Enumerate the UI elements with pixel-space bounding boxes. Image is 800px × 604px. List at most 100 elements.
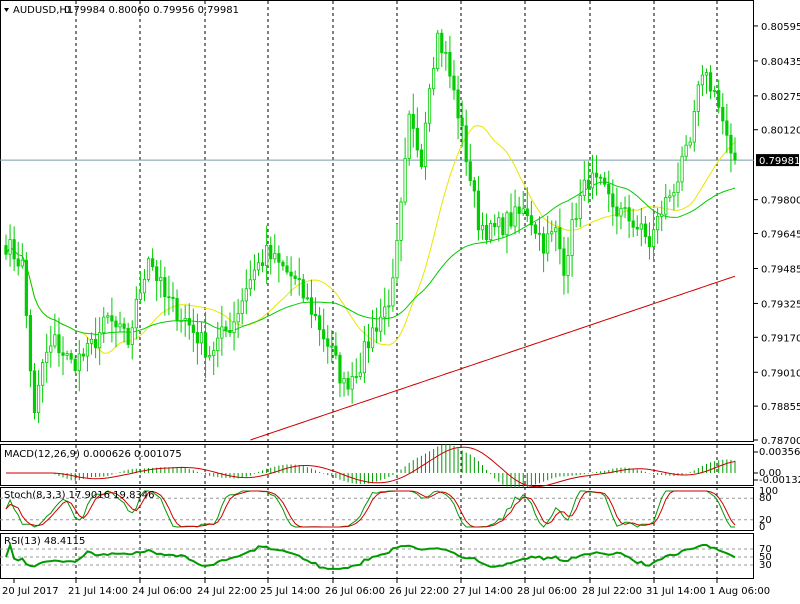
candle <box>138 271 142 304</box>
candle-body <box>122 323 126 329</box>
candles <box>4 29 737 424</box>
candle-body <box>729 134 733 154</box>
candle <box>187 303 191 340</box>
candle-body <box>224 326 228 331</box>
candle <box>623 196 627 219</box>
candle <box>28 309 33 388</box>
candle-body <box>228 330 232 333</box>
candle <box>375 307 379 344</box>
candle <box>387 289 391 327</box>
candle-body <box>69 353 73 360</box>
candle <box>167 275 171 316</box>
candle <box>24 252 28 329</box>
candle-body <box>362 341 366 374</box>
candle <box>370 309 375 353</box>
candle-body <box>590 172 595 189</box>
candle-body <box>317 315 322 331</box>
candle-body <box>672 192 676 197</box>
candle-body <box>631 220 635 228</box>
candle <box>427 83 432 132</box>
macd-signal-line <box>6 446 736 488</box>
candle <box>203 311 208 379</box>
candle-body <box>240 300 244 315</box>
candle <box>362 325 366 383</box>
candle <box>191 308 195 353</box>
candle-body <box>432 68 436 90</box>
candle <box>114 315 118 348</box>
candle <box>281 260 285 271</box>
rsi-title: RSI(13) 48.4115 <box>4 536 85 547</box>
candle-body <box>379 316 383 332</box>
candle <box>73 355 77 373</box>
candle <box>647 222 652 260</box>
candle-body <box>220 326 224 339</box>
price-tick-label: 0.79170 <box>761 333 800 344</box>
candle-body <box>525 208 529 217</box>
candle <box>12 226 16 272</box>
candle <box>309 279 314 329</box>
candle <box>350 362 354 404</box>
price-tick-label: 0.79645 <box>761 230 800 241</box>
candle <box>248 260 252 297</box>
candle-body <box>411 113 415 129</box>
candle-body <box>651 229 656 247</box>
candle-body <box>326 338 330 347</box>
candle <box>195 313 200 365</box>
candle <box>391 258 395 312</box>
candle-body <box>85 342 90 357</box>
candle-body <box>155 266 159 282</box>
price-tick-label: 0.79010 <box>761 368 800 379</box>
candle <box>603 171 607 187</box>
candle-body <box>65 353 69 356</box>
candle-body <box>419 149 424 168</box>
candle <box>395 224 399 284</box>
candle-body <box>468 161 472 181</box>
candle <box>36 370 41 424</box>
candle <box>432 56 436 96</box>
candle <box>672 183 676 211</box>
candle-body <box>493 223 497 228</box>
candle-body <box>696 84 700 112</box>
candle-body <box>32 370 37 414</box>
candle <box>151 248 155 271</box>
candle-body <box>725 120 729 136</box>
time-axis: 20 Jul 2017 21 Jul 14:00 24 Jul 06:00 24 Ju… <box>2 579 770 597</box>
price-pane <box>0 29 754 441</box>
candle <box>403 137 407 206</box>
candle <box>179 308 183 333</box>
candle-body <box>574 218 578 221</box>
candle <box>489 219 493 244</box>
stoch-title: Stoch(8,3,3) 17.9016 19.8346 <box>4 490 155 501</box>
candle-body <box>28 315 33 372</box>
time-tick-label: 27 Jul 14:00 <box>453 586 513 597</box>
candle-body <box>586 179 590 189</box>
dropdown-triangle-icon[interactable] <box>4 8 9 12</box>
candle-body <box>656 215 660 231</box>
candle-body <box>232 321 236 333</box>
candle <box>89 332 94 355</box>
candle <box>77 339 81 392</box>
candle-body <box>277 253 281 263</box>
candle <box>106 312 110 324</box>
candle-body <box>36 384 41 414</box>
candle <box>533 221 538 239</box>
candle-body <box>293 275 297 279</box>
candle-body <box>41 362 45 386</box>
candle-body <box>708 72 713 92</box>
macd-tick-label: 0.00 <box>759 468 781 479</box>
candle <box>452 60 456 100</box>
price-tick-label: 0.79485 <box>761 264 800 275</box>
macd-title: MACD(12,26,9) 0.000626 0.001075 <box>4 449 182 460</box>
candle-body <box>688 141 692 146</box>
candle <box>525 187 529 222</box>
candle <box>696 80 700 127</box>
candle <box>317 307 322 346</box>
candle-body <box>350 376 354 390</box>
candle <box>110 297 114 343</box>
candle-body <box>330 345 334 348</box>
candle <box>53 313 57 349</box>
price-axis: 0.80595 0.80435 0.80275 0.80120 0.79800 0.796… <box>754 22 800 447</box>
candle <box>668 189 672 202</box>
candle <box>497 211 501 242</box>
